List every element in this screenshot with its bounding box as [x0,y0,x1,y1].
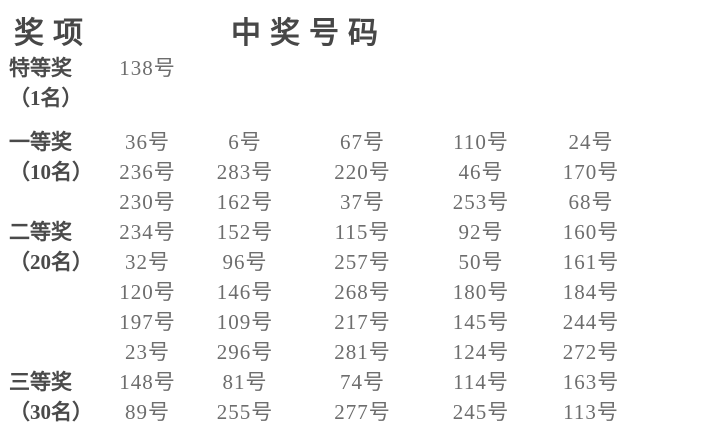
winning-number: 236号 [119,160,176,184]
winning-number: 67号 [340,130,385,154]
table-row: 197号 109号 217号 145号 244号 [0,306,645,336]
prize-tier-label-empty [0,426,105,430]
winning-number: 32号 [125,250,170,274]
prize-tier-count: （30名） [9,400,93,424]
winning-number: 277号 [334,400,391,424]
winning-number: 113号 [563,400,619,424]
winning-number: 245号 [452,400,510,424]
winning-number: 124号 [452,340,510,364]
winning-number: 50号 [458,250,504,274]
winning-number: 220号 [334,160,391,184]
winning-number: 36号 [125,130,170,154]
table-row: 二等奖 234号 152号 115号 92号 160号 [0,216,645,246]
table-row: 特等奖 138号 [0,52,645,82]
winning-number: 68号 [568,190,614,214]
winning-number: 138号 [119,56,176,80]
winning-number: 253号 [452,190,510,214]
winning-number: 74号 [340,370,385,394]
winning-number: 296号 [216,340,274,364]
winning-number: 92号 [458,220,504,244]
winning-number: 244号 [562,310,620,334]
winning-number: 160号 [562,220,620,244]
winning-number: 34号 [425,426,537,430]
winning-number: 180号 [452,280,510,304]
winning-number: 81号 [222,370,268,394]
table-row: （10名） 236号 283号 220号 46号 170号 [0,156,645,186]
winning-number: 73号 [537,426,645,430]
prize-tier-label-empty [0,186,105,216]
winning-number [190,82,300,112]
winning-number: 281号 [334,340,391,364]
winning-number: 115号 [334,220,391,244]
table-row: 230号 162号 37号 253号 68号 [0,186,645,216]
winning-number: 146号 [216,280,274,304]
table-row: （1名） [0,82,645,112]
winning-number: 163号 [562,370,620,394]
table-row: 三等奖 148号 81号 74号 114号 163号 [0,366,645,396]
winning-number [190,52,300,82]
prize-tier-name: 特等奖 [9,56,72,80]
table-row: 198号54号134号34号73号 [0,426,645,430]
winning-number: 255号 [216,400,274,424]
winning-number: 37号 [340,190,385,214]
winning-number: 110号 [453,130,509,154]
winning-number [425,82,537,112]
winning-number: 197号 [119,310,176,334]
winning-number: 54号 [190,426,300,430]
winning-number: 230号 [119,190,176,214]
prize-tier-label-empty [0,276,105,306]
winning-number: 6号 [228,130,262,154]
table-row: 一等奖 36号 6号 67号 110号 24号 [0,126,645,156]
winning-number [300,82,425,112]
winning-number: 89号 [125,400,170,424]
winning-number: 272号 [562,340,620,364]
winning-number: 46号 [458,160,504,184]
winning-number: 23号 [125,340,170,364]
winning-number: 24号 [568,130,614,154]
winning-number [425,52,537,82]
prize-tier-count: （1名） [9,86,83,110]
winning-number: 283号 [216,160,274,184]
winning-number [537,52,645,82]
prize-tier-count: （10名） [9,160,93,184]
winning-number: 184号 [562,280,620,304]
numbers-column-header: 中奖号码 [231,16,387,50]
winning-number: 114号 [453,370,509,394]
table-row: 120号 146号 268号 180号 184号 [0,276,645,306]
winning-number: 257号 [334,250,391,274]
winning-number: 161号 [562,250,620,274]
prize-tier-name: 三等奖 [9,370,72,394]
winning-number [105,82,190,112]
table-row: 23号 296号 281号 124号 272号 [0,336,645,366]
winning-number: 162号 [216,190,274,214]
winning-number [300,52,425,82]
winning-number: 152号 [216,220,274,244]
prize-column-header: 奖项 [14,16,92,50]
winning-number: 217号 [334,310,391,334]
prize-tier-label-empty [0,336,105,366]
winning-number: 268号 [334,280,391,304]
prize-tier-name: 二等奖 [9,220,72,244]
table-header-row: 奖项 中奖号码 [0,8,645,52]
winning-number: 148号 [119,370,176,394]
winning-number: 120号 [119,280,176,304]
winning-number: 234号 [119,220,176,244]
section-spacer [0,112,645,126]
winning-number: 198号 [105,426,190,430]
winning-number: 109号 [216,310,274,334]
prize-tier-name: 一等奖 [9,130,72,154]
winning-number: 134号 [300,426,425,430]
table-row: （30名） 89号 255号 277号 245号 113号 [0,396,645,426]
prize-tier-label-empty [0,306,105,336]
winners-table: 奖项 中奖号码 特等奖 138号 （1名） 一等奖 36号 6号 67号 110号 24号 （10… [0,8,645,430]
winning-number: 96号 [222,250,268,274]
winners-table-body: 特等奖 138号 （1名） 一等奖 36号 6号 67号 110号 24号 （10名） 236号 28… [0,52,645,430]
table-row: （20名） 32号 96号 257号 50号 161号 [0,246,645,276]
prize-tier-count: （20名） [9,250,93,274]
winning-number [537,82,645,112]
winning-number: 170号 [562,160,620,184]
winning-number: 145号 [452,310,510,334]
